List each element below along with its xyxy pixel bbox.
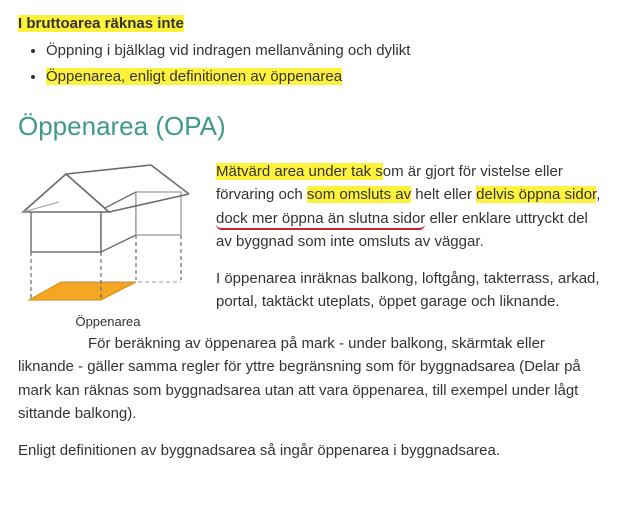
p1-seg: delvis öppna sidor [476,186,596,203]
paragraph-4: Enligt definitionen av byggnadsarea så i… [18,439,602,462]
figure: Öppenarea [18,160,198,332]
paragraph-3: För beräkning av öppenarea på mark - und… [18,332,602,425]
p1-seg: helt eller [411,186,476,203]
bullet-list: Öppning i bjälklag vid indragen mellanvå… [18,39,602,88]
figure-caption: Öppenarea [18,312,198,332]
bullet-text: Öppenarea, enligt definitionen av öppena… [46,68,342,85]
paragraph-2: I öppenarea inräknas balkong, loftgång, … [216,267,602,314]
house-diagram-icon [21,160,196,310]
p1-seg-underlined: dock mer öppna än slutna sidor [216,210,425,230]
bullet-item: Öppning i bjälklag vid indragen mellanvå… [46,39,602,62]
bullet-item: Öppenarea, enligt definitionen av öppena… [46,65,602,88]
p1-seg: , [596,186,600,203]
paragraph-1: Mätvärd area under tak som är gjort för … [216,160,602,253]
figure-text-row: Öppenarea Mätvärd area under tak som är … [18,160,602,332]
text-column: Mätvärd area under tak som är gjort för … [216,160,602,328]
bullet-text: Öppning i bjälklag vid indragen mellanvå… [46,42,410,59]
p1-seg: Mätvärd area under tak s [216,163,383,180]
top-heading-text: I bruttoarea räknas inte [18,15,184,32]
p1-seg: som omsluts av [307,186,411,203]
section-title: Öppenarea (OPA) [18,106,602,146]
top-heading: I bruttoarea räknas inte [18,12,602,35]
